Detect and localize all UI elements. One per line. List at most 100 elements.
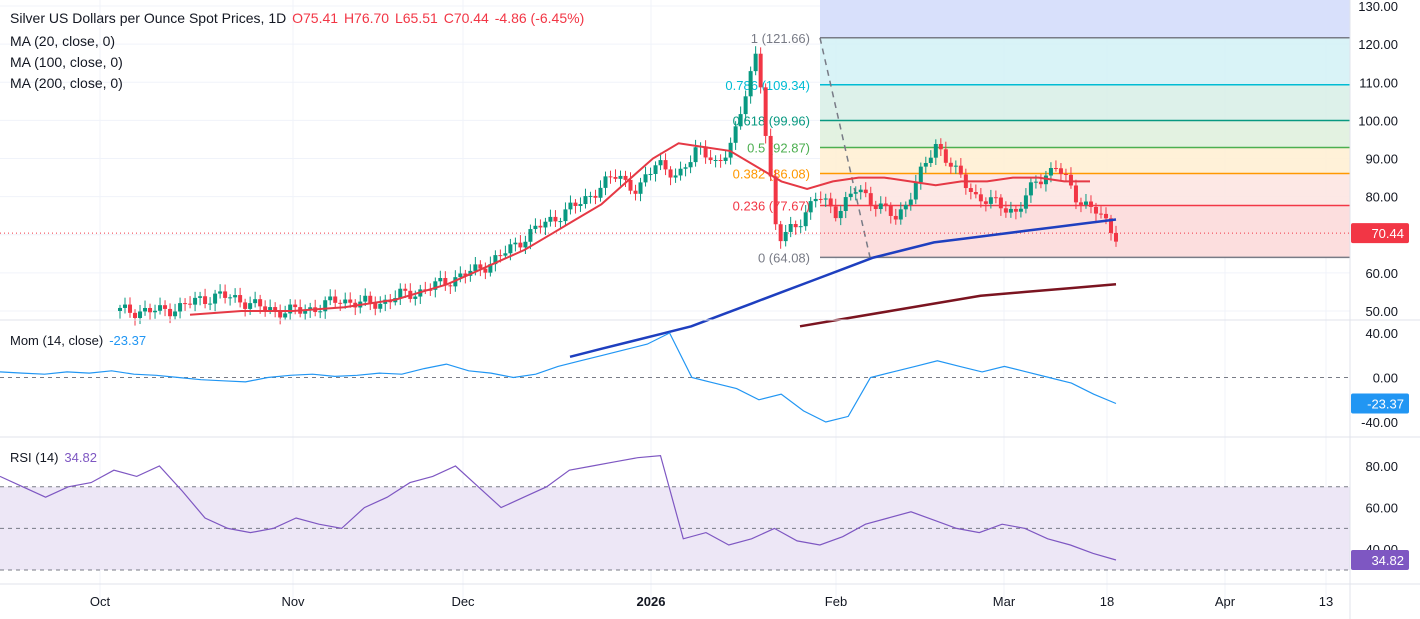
candle-body — [813, 198, 818, 202]
candle-body — [363, 295, 368, 302]
candle-body — [708, 157, 713, 161]
candle-body — [263, 306, 268, 311]
fib-level-label: 0.5 (92.87) — [747, 141, 810, 156]
candle-body — [808, 201, 813, 213]
candle-body — [578, 204, 583, 206]
candle-body — [413, 296, 418, 299]
ma100-legend[interactable]: MA (100, close, 0) — [10, 54, 123, 70]
momentum-pane — [0, 332, 1350, 423]
candle-body — [733, 126, 738, 143]
candle-body — [768, 135, 773, 177]
candle-body — [793, 224, 798, 228]
candle-body — [218, 291, 223, 294]
candle-body — [1083, 201, 1088, 205]
candle-body — [343, 299, 348, 304]
fib-trendline — [819, 37, 871, 258]
candle-body — [898, 209, 903, 220]
candle-body — [448, 285, 453, 287]
candle-body — [1114, 232, 1118, 242]
time-tick-label: 18 — [1100, 594, 1114, 609]
candle-body — [133, 312, 138, 318]
candle-body — [958, 165, 963, 175]
price-tick-label: 120.00 — [1358, 37, 1398, 52]
candle-body — [628, 179, 633, 191]
candle-body — [843, 197, 848, 211]
candle-body — [563, 209, 568, 222]
candle-body — [968, 188, 973, 192]
candle-body — [273, 307, 278, 311]
candle-body — [498, 255, 503, 257]
rsi-tick-label: 80.00 — [1365, 459, 1398, 474]
momentum-tick-label: 40.00 — [1365, 326, 1398, 341]
candle-body — [893, 215, 898, 220]
candle-body — [473, 264, 478, 271]
rsi-label: RSI (14) — [10, 450, 59, 465]
ma200-legend[interactable]: MA (200, close, 0) — [10, 75, 123, 91]
candle-body — [1073, 185, 1078, 203]
momentum-last-tag: -23.37 — [1367, 396, 1404, 411]
candle-body — [348, 299, 353, 303]
candle-body — [1018, 208, 1023, 212]
time-tick-label: Oct — [90, 594, 111, 609]
candle-body — [438, 277, 443, 282]
candle-body — [743, 96, 748, 115]
fib-zone-top — [820, 0, 1350, 38]
candle-body — [443, 277, 448, 286]
candle-body — [943, 149, 948, 163]
candle-body — [488, 264, 493, 273]
candle-body — [303, 310, 308, 314]
candle-body — [973, 191, 978, 195]
candle-body — [603, 176, 608, 188]
candle-body — [883, 203, 888, 206]
candle-body — [823, 198, 828, 200]
candle-body — [938, 144, 943, 150]
candle-body — [678, 168, 683, 176]
symbol-title: Silver US Dollars per Ounce Spot Prices,… — [10, 10, 287, 26]
candle-body — [178, 303, 183, 312]
candle-body — [798, 226, 803, 228]
candle-body — [228, 297, 233, 299]
candle-body — [873, 204, 878, 210]
rsi-last-tag: 34.82 — [1371, 553, 1404, 568]
candle-body — [288, 304, 293, 314]
fib-zone — [820, 173, 1350, 206]
fib-zone — [820, 84, 1350, 121]
candle-body — [598, 187, 603, 198]
candle-body — [278, 310, 283, 318]
ma20-legend[interactable]: MA (20, close, 0) — [10, 33, 116, 49]
candle-body — [533, 225, 538, 230]
candle-body — [663, 160, 668, 170]
candle-body — [518, 242, 523, 248]
rsi-line — [0, 454, 1117, 561]
candle-body — [1048, 168, 1053, 176]
change-value: -4.86 (-6.45%) — [494, 10, 585, 26]
candle-body — [668, 169, 673, 178]
candle-body — [338, 302, 343, 304]
candle-body — [648, 173, 653, 175]
candle-body — [713, 160, 718, 162]
candle-body — [1053, 168, 1058, 170]
candle-body — [818, 198, 823, 200]
rsi-legend[interactable]: RSI (14) 34.82 — [10, 450, 97, 465]
candle-body — [653, 165, 658, 174]
candle-body — [148, 307, 153, 313]
candle-body — [833, 206, 838, 219]
candle-body — [333, 296, 338, 303]
candle-body — [868, 193, 873, 205]
momentum-legend[interactable]: Mom (14, close) -23.37 — [10, 333, 146, 348]
candle-body — [673, 175, 678, 178]
price-tick-label: 50.00 — [1365, 304, 1398, 319]
fib-zone — [820, 37, 1350, 85]
momentum-tick-label: -40.00 — [1361, 415, 1398, 430]
candle-body — [1098, 213, 1103, 215]
candle-body — [513, 242, 518, 245]
candle-body — [463, 273, 468, 276]
momentum-label: Mom (14, close) — [10, 333, 104, 348]
candle-body — [838, 210, 843, 219]
candle-body — [223, 291, 228, 298]
candle-body — [1093, 206, 1098, 214]
candle-body — [238, 295, 243, 303]
candle-body — [538, 225, 543, 228]
candle-body — [433, 281, 438, 290]
fib-level-label: 0.786 (109.34) — [725, 78, 810, 93]
